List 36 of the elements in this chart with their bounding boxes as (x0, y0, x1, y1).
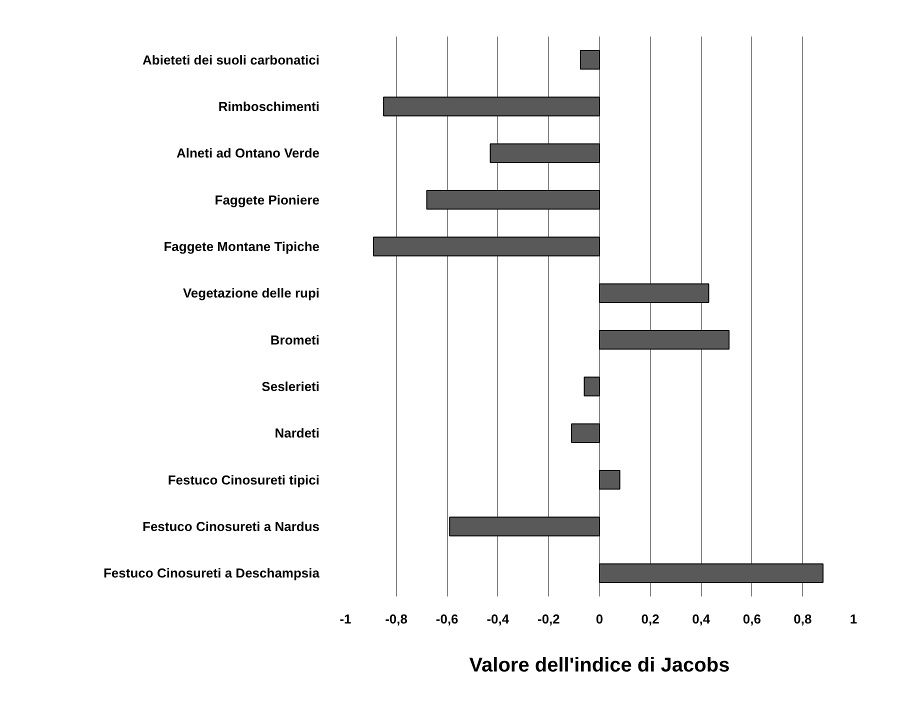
x-tick-label: 0,2 (641, 612, 660, 626)
x-tick-label: 0 (596, 612, 604, 626)
y-tick-label: Faggete Montane Tipiche (164, 239, 320, 254)
bar (449, 516, 600, 536)
y-tick-label: Vegetazione delle rupi (182, 286, 320, 301)
bar (372, 236, 600, 256)
bar (571, 423, 600, 443)
y-tick-label: Abieteti dei suoli carbonatici (142, 52, 320, 68)
x-tick-label: 0,6 (742, 612, 761, 626)
bar (599, 330, 730, 350)
x-tick-label: 0,8 (794, 612, 812, 626)
y-tick-label: Alneti ad Ontano Verde (176, 146, 320, 161)
y-tick-label: Nardeti (274, 426, 320, 441)
bar (580, 50, 600, 70)
y-tick-label: Seslerieti (262, 379, 320, 394)
y-tick-label: Brometi (270, 332, 320, 348)
x-tick-label: -0,6 (436, 612, 458, 626)
x-tick-label: -0,8 (385, 612, 408, 626)
bar (490, 143, 600, 163)
y-tick-label: Festuco Cinosureti a Nardus (142, 519, 320, 534)
bar (426, 190, 600, 210)
y-tick-label: Festuco Cinosureti tipici (168, 472, 320, 488)
x-tick-label: -1 (340, 612, 352, 626)
y-tick-label: Faggete Pioniere (214, 192, 320, 208)
x-tick-label: -0,2 (538, 612, 560, 626)
x-tick-label: 0,4 (692, 612, 711, 626)
bar (584, 376, 600, 396)
bar (383, 96, 600, 116)
bar (599, 283, 710, 303)
x-tick-label: 1 (850, 612, 858, 626)
x-tick-label: -0,4 (486, 612, 510, 626)
bar (599, 470, 620, 490)
x-axis-title: Valore dell'indice di Jacobs (469, 654, 730, 676)
bar (599, 563, 824, 583)
y-tick-label: Rimboschimenti (218, 99, 320, 114)
y-tick-label: Festuco Cinosureti a Deschampsia (103, 566, 320, 581)
